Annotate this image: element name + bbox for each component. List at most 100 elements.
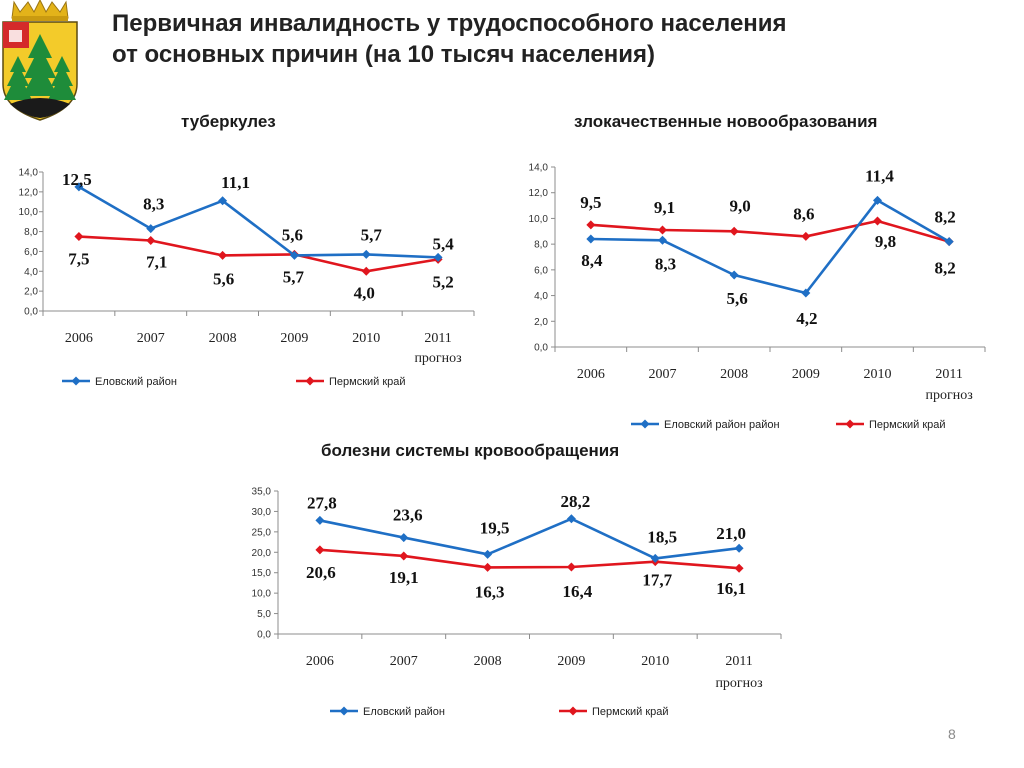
x-tick-label: 2007 [137,331,165,346]
data-label: 18,5 [647,527,677,546]
data-label: 9,0 [730,196,751,215]
x-tick-label: 2010 [641,654,669,669]
data-point-marker [729,270,739,280]
x-tick-label: 2009 [280,331,308,346]
data-label: 16,4 [563,582,593,601]
data-point-marker [483,549,493,559]
data-label: 17,7 [642,571,672,590]
data-label: 9,8 [875,232,896,251]
x-tick-label: 2010 [352,331,380,346]
data-label: 9,1 [654,198,675,217]
series-line-perm [319,548,740,570]
chart-title-tuberculosis: туберкулез [181,112,276,131]
data-label: 21,0 [716,524,746,543]
data-label: 8,3 [143,195,164,214]
data-label: 5,4 [432,234,454,253]
x-tick-sublabel: прогноз [715,676,763,691]
x-tick-label: 2008 [209,331,237,346]
y-tick-label: 14,0 [19,168,39,179]
data-point-marker [586,234,596,244]
data-label: 16,3 [475,582,505,601]
data-label: 5,2 [432,272,453,291]
legend-marker [71,376,81,386]
data-point-marker [146,224,156,234]
y-tick-label: 6,0 [534,265,548,276]
series-line-perm [78,235,439,273]
legend-label: Еловский район [363,706,445,718]
x-tick-label: 2011 [725,654,752,669]
data-label: 20,6 [306,563,336,582]
legend-marker [640,419,650,429]
x-tick-label: 2007 [649,367,677,382]
data-label: 9,5 [580,193,601,212]
y-tick-label: 12,0 [529,188,549,199]
data-point-marker [433,252,443,262]
data-label: 11,1 [221,173,250,192]
x-tick-label: 2011 [935,367,962,382]
data-point-marker [361,266,371,276]
legend-marker [845,419,855,429]
slide-title-line-1: Первичная инвалидность у трудоспособного… [112,10,787,37]
x-tick-label: 2008 [474,654,502,669]
y-tick-label: 8,0 [534,240,548,251]
x-tick-label: 2007 [390,654,418,669]
data-label: 19,5 [480,518,510,537]
x-tick-label: 2006 [306,654,334,669]
legend-marker [339,706,349,716]
data-label: 5,7 [283,267,305,286]
x-tick-label: 2009 [792,367,820,382]
data-point-marker [658,235,667,245]
y-tick-label: 0,0 [257,630,271,641]
data-point-marker [483,562,493,572]
data-label: 19,1 [389,568,419,587]
data-point-marker [315,545,325,555]
y-tick-label: 5,0 [257,609,271,620]
x-tick-label: 2009 [557,654,585,669]
y-tick-label: 35,0 [252,487,272,498]
x-tick-sublabel: прогноз [926,388,974,403]
data-point-marker [361,249,371,259]
y-tick-label: 0,0 [534,343,548,354]
y-tick-label: 8,0 [24,227,38,238]
x-tick-label: 2008 [720,367,748,382]
data-point-marker [566,514,576,524]
data-label: 8,3 [655,254,676,273]
legend-label: Пермский край [329,376,406,388]
series-line-elovsky [319,517,740,560]
data-point-marker [399,533,409,543]
y-tick-label: 14,0 [529,163,549,174]
data-label: 4,0 [354,283,375,302]
y-tick-label: 12,0 [19,187,39,198]
data-point-marker [315,515,325,525]
data-point-marker [658,225,667,235]
y-tick-label: 4,0 [534,291,548,302]
x-tick-label: 2006 [577,367,605,382]
data-point-marker [399,551,409,561]
data-label: 8,2 [935,208,956,227]
y-tick-label: 2,0 [534,317,548,328]
data-label: 16,1 [716,579,746,598]
data-point-marker [801,231,811,241]
y-tick-label: 10,0 [19,207,39,218]
y-tick-label: 10,0 [252,589,272,600]
slide-title-line-2: от основных причин (на 10 тысяч населени… [112,41,655,68]
data-point-marker [944,237,954,247]
y-tick-label: 0,0 [24,307,38,318]
data-point-marker [566,562,576,572]
y-tick-label: 30,0 [252,507,272,518]
legend-label: Еловский район район [664,419,780,431]
x-tick-label: 2006 [65,331,93,346]
y-tick-label: 10,0 [529,214,549,225]
data-point-marker [734,543,744,553]
data-label: 23,6 [393,506,423,525]
legend-label: Пермский край [592,706,669,718]
x-tick-label: 2011 [424,331,451,346]
data-label: 5,7 [361,225,383,244]
chart-title-neoplasms: злокачественные новообразования [574,112,878,131]
data-label: 27,8 [307,493,337,512]
data-label: 11,4 [865,166,894,185]
slide-title: Первичная инвалидность у трудоспособного… [112,8,1002,70]
